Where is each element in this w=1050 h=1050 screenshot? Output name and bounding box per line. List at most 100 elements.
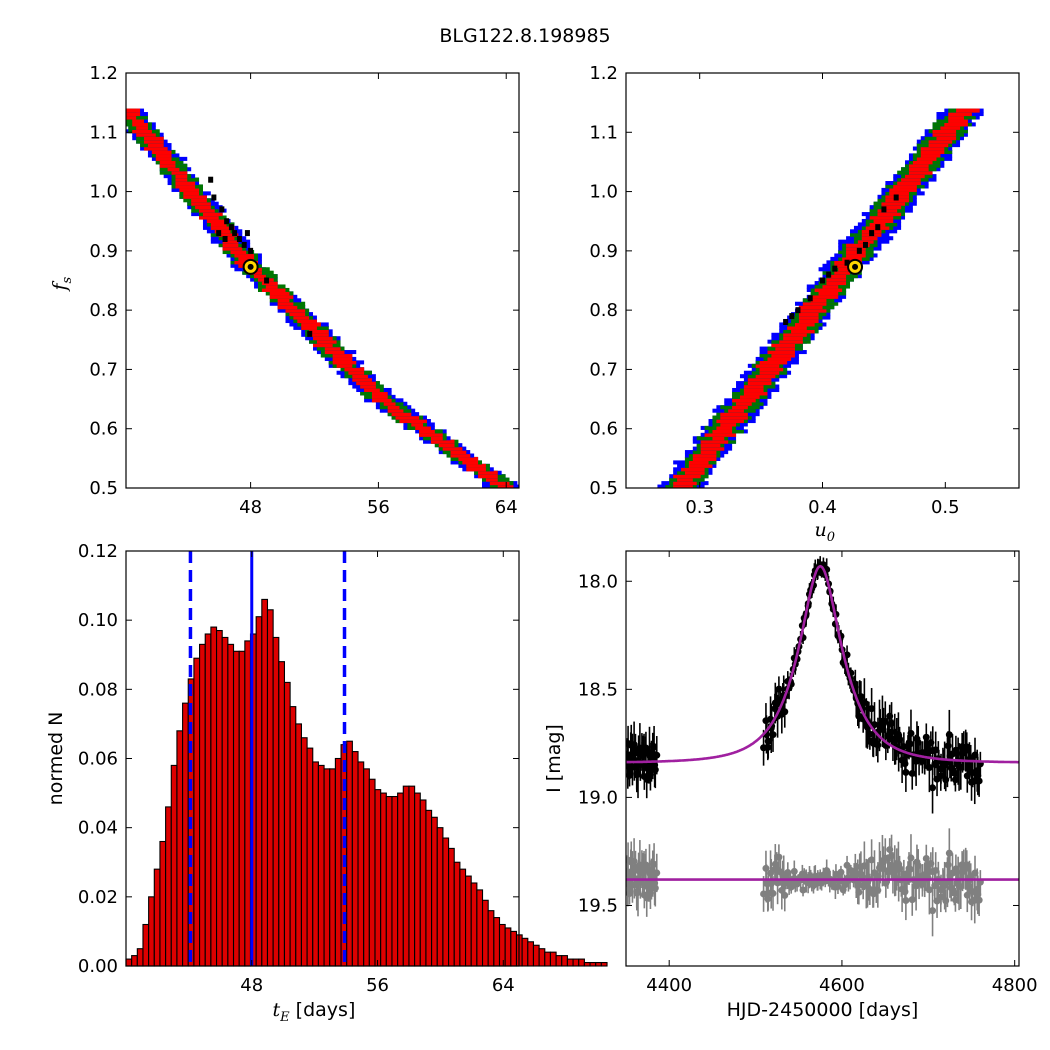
histogram-bar	[453, 861, 461, 967]
heatmap-ci68-cell	[759, 360, 788, 365]
residual-point	[907, 854, 915, 862]
heatmap-ci68-cell	[677, 477, 693, 482]
data-point	[907, 729, 915, 737]
heatmap-ci68-cell	[743, 384, 764, 389]
histogram-bar	[255, 616, 263, 967]
histogram-bar	[414, 792, 421, 967]
histogram-bar	[459, 868, 467, 967]
y-axis-label: normed N	[45, 712, 67, 806]
histogram-bars	[125, 598, 608, 967]
heatmap-ci68-cell	[126, 108, 141, 113]
heatmap-ci68-cell	[450, 450, 467, 455]
histogram-bar	[334, 757, 342, 967]
heatmap-ci68-cell	[779, 339, 803, 344]
histogram-bar	[125, 958, 133, 967]
heatmap-ci68-cell	[348, 370, 365, 375]
histogram-bar	[532, 944, 540, 967]
histogram-bar	[448, 847, 455, 967]
heatmap-ci68-cell	[126, 115, 137, 120]
heatmap-ci68-cell	[755, 374, 776, 379]
histogram-bar	[549, 951, 557, 967]
data-point	[651, 766, 659, 774]
chain-point	[236, 236, 242, 242]
histogram-bar	[131, 955, 138, 967]
heatmap-ci68-cell	[869, 215, 894, 220]
y-tick-label: 0.04	[78, 818, 118, 839]
heatmap-ci68-cell	[478, 474, 498, 479]
heatmap-ci68-cell	[704, 432, 737, 437]
heatmap-ci68-cell	[928, 139, 953, 144]
heatmap-ci68-cell	[743, 391, 768, 396]
histogram-bar	[391, 795, 399, 967]
histogram-bar	[136, 948, 144, 967]
y-tick-label: 19.0	[578, 787, 618, 808]
histogram-bar	[419, 799, 427, 967]
residual-point	[653, 869, 661, 877]
heatmap-ci68-cell	[411, 422, 424, 427]
x-tick-label: 0.3	[685, 497, 714, 518]
heatmap-ci68-cell	[289, 312, 306, 317]
heatmap-ci68-cell	[234, 253, 255, 258]
heatmap-ci68-cell	[747, 377, 772, 382]
heatmap-ci68-cell	[332, 360, 357, 365]
histogram-bar	[295, 723, 302, 967]
histogram-bar	[289, 706, 297, 967]
heatmap-ci68-cell	[175, 177, 188, 182]
histogram-bar	[329, 768, 336, 967]
residual-point	[790, 867, 798, 875]
x-tick-label: 48	[239, 497, 262, 518]
residual-point	[914, 862, 922, 870]
heatmap-ci68-cell	[269, 291, 290, 296]
heatmap-ci68-cell	[222, 243, 239, 248]
histogram-bar	[278, 661, 286, 967]
heatmap-ci68-cell	[842, 256, 862, 261]
x-tick-label: 48	[240, 975, 263, 996]
heatmap-ci68-cell	[344, 367, 365, 372]
heatmap-ci68-cell	[419, 432, 443, 437]
y-tick-label: 0.00	[78, 956, 118, 977]
heatmap-ci68-cell	[144, 146, 168, 151]
y-axis-label: fs	[49, 276, 75, 292]
y-tick-label: 0.7	[589, 359, 618, 380]
histogram-bar	[283, 681, 291, 967]
histogram-bar	[193, 657, 201, 967]
heatmap-ci68-cell	[794, 322, 815, 327]
y-tick-label: 1.2	[89, 63, 118, 84]
heatmap-ci68-cell	[399, 419, 427, 424]
histogram-bar	[244, 640, 252, 967]
chain-point	[869, 230, 875, 237]
heatmap-ci68-cell	[818, 291, 839, 296]
chain-point	[264, 277, 270, 284]
heatmap-ci68-cell	[893, 184, 917, 189]
heatmap-ci68-cell	[881, 201, 906, 206]
heatmap-ci68-cell	[846, 246, 866, 251]
histogram-bar	[487, 910, 495, 967]
chain-point	[826, 271, 832, 278]
y-tick-label: 0.06	[78, 749, 118, 770]
heatmap-ci68-cell	[798, 315, 819, 320]
heatmap-ci68-cell	[144, 136, 164, 141]
chain-point	[244, 230, 250, 237]
heatmap-ci68-cell	[336, 363, 353, 368]
histogram-bar	[431, 816, 438, 967]
heatmap-ci68-cell	[387, 408, 404, 413]
heatmap-ci68-cell	[313, 336, 333, 341]
heatmap-ci68-cell	[147, 143, 164, 148]
y-tick-label: 0.6	[589, 419, 618, 440]
heatmap-ci68-cell	[202, 212, 223, 217]
heatmap-ci68-cell	[371, 398, 392, 403]
histogram-bar	[317, 764, 325, 967]
heatmap-ci68-cell	[269, 294, 294, 299]
histogram-bar	[210, 626, 218, 967]
x-tick-label: 0.5	[931, 497, 960, 518]
histogram-bar	[148, 896, 155, 967]
heatmap-ci68-cell	[700, 446, 725, 451]
heatmap-ci68-cell	[846, 249, 866, 255]
best-fit-center	[247, 263, 254, 270]
histogram-bar	[357, 761, 365, 967]
chain-point	[881, 206, 887, 213]
histogram-bar	[527, 941, 535, 967]
heatmap-ci68-cell	[301, 325, 317, 330]
heatmap-ci68-cell	[144, 139, 164, 144]
residual-point	[642, 861, 650, 869]
